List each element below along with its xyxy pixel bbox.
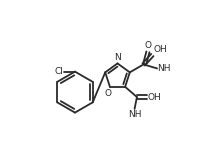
Text: NH: NH — [157, 64, 171, 73]
Text: O: O — [105, 89, 112, 98]
Text: O: O — [145, 41, 152, 50]
Text: OH: OH — [153, 45, 167, 54]
Text: Cl: Cl — [54, 67, 63, 76]
Text: N: N — [114, 52, 121, 62]
Text: OH: OH — [148, 93, 162, 102]
Text: NH: NH — [128, 110, 141, 119]
